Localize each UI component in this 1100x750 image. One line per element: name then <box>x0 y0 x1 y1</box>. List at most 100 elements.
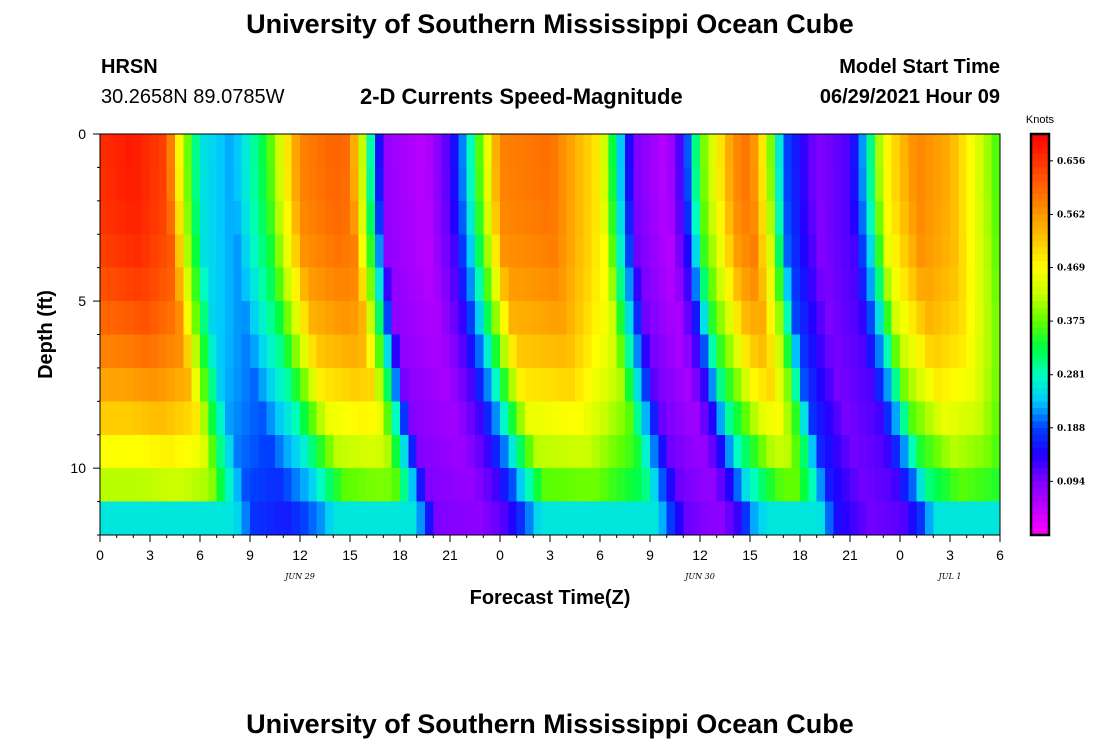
heatmap-cell <box>283 200 293 235</box>
colorbar-segment <box>1031 494 1049 503</box>
heatmap-cell <box>858 367 868 402</box>
heatmap-cell <box>316 367 326 402</box>
heatmap-cell <box>508 468 518 503</box>
heatmap-cell <box>708 468 718 503</box>
heatmap-cell <box>475 501 484 536</box>
heatmap-cell <box>141 367 151 402</box>
heatmap-cell <box>433 134 443 169</box>
heatmap-cell <box>708 401 718 436</box>
date-label: JUL 1 <box>937 572 962 581</box>
heatmap-cell <box>233 367 243 402</box>
footer-title: University of Southern Mississippi Ocean… <box>246 709 854 739</box>
heatmap-cell <box>691 301 701 336</box>
heatmap-cell <box>766 501 776 536</box>
heatmap-cell <box>725 134 734 169</box>
heatmap-cell <box>641 134 651 169</box>
heatmap-cell <box>416 167 426 202</box>
heatmap-cell <box>741 468 751 503</box>
heatmap-cell <box>750 468 759 503</box>
heatmap-cell <box>783 367 793 402</box>
heatmap-cell <box>758 434 768 469</box>
heatmap-cell <box>566 234 576 269</box>
heatmap-cell <box>591 200 601 235</box>
heatmap-cell <box>116 134 126 169</box>
heatmap-cell <box>591 468 601 503</box>
heatmap-cell <box>875 334 884 369</box>
heatmap-cell <box>758 334 768 369</box>
heatmap-cell <box>925 301 934 336</box>
colorbar-segment <box>1031 187 1049 195</box>
heatmap-cell <box>875 434 884 469</box>
heatmap-cell <box>633 501 643 536</box>
heatmap-cell <box>291 200 301 235</box>
heatmap-cell <box>683 501 693 536</box>
heatmap-cell <box>333 501 343 536</box>
heatmap-cell <box>483 367 493 402</box>
heatmap-cell <box>491 200 501 235</box>
heatmap-cell <box>941 334 951 369</box>
heatmap-cell <box>833 267 843 302</box>
heatmap-cell <box>175 501 184 536</box>
heatmap-cell <box>316 134 326 169</box>
heatmap-cell <box>291 234 301 269</box>
heatmap-cell <box>758 367 768 402</box>
heatmap-cell <box>575 234 584 269</box>
heatmap-cell <box>491 334 501 369</box>
heatmap-cell <box>416 134 426 169</box>
heatmap-cell <box>808 301 818 336</box>
heatmap-cell <box>116 267 126 302</box>
heatmap-cell <box>433 334 443 369</box>
heatmap-cell <box>883 501 893 536</box>
heatmap-cell <box>341 367 351 402</box>
y-tick-label: 0 <box>78 126 86 142</box>
heatmap-cell <box>566 401 576 436</box>
heatmap-cell <box>183 234 193 269</box>
heatmap-cell <box>200 234 209 269</box>
colorbar-segment <box>1031 374 1049 382</box>
heatmap-cell <box>816 267 826 302</box>
heatmap-cell <box>283 134 293 169</box>
colorbar-segment <box>1031 321 1049 329</box>
heatmap-cell <box>400 501 409 536</box>
heatmap-cell <box>108 200 118 235</box>
heatmap-cell <box>300 468 309 503</box>
heatmap-cell <box>308 434 318 469</box>
heatmap-cell <box>475 200 484 235</box>
heatmap-cell <box>825 301 834 336</box>
colorbar-units: Knots <box>1026 114 1055 126</box>
heatmap-cell <box>966 301 976 336</box>
heatmap-cell <box>766 267 776 302</box>
heatmap-cell <box>383 200 393 235</box>
heatmap-cell <box>500 234 509 269</box>
heatmap-cell <box>700 434 709 469</box>
heatmap-cell <box>475 134 484 169</box>
heatmap-cell <box>400 367 409 402</box>
heatmap-cell <box>966 434 976 469</box>
heatmap-cell <box>525 267 534 302</box>
heatmap-cell <box>908 134 918 169</box>
heatmap-cell <box>758 468 768 503</box>
heatmap-cell <box>800 334 809 369</box>
heatmap-cell <box>216 401 226 436</box>
heatmap-cell <box>233 434 243 469</box>
colorbar-segment <box>1031 347 1049 356</box>
heatmap-cell <box>141 267 151 302</box>
heatmap-cell <box>366 167 376 202</box>
heatmap-cell <box>791 334 801 369</box>
heatmap-cell <box>775 367 784 402</box>
heatmap-cell <box>183 367 193 402</box>
heatmap-cell <box>883 167 893 202</box>
heatmap-cell <box>600 501 609 536</box>
heatmap-cell <box>325 301 334 336</box>
heatmap-cell <box>800 301 809 336</box>
heatmap-cell <box>491 401 501 436</box>
heatmap-cell <box>850 468 859 503</box>
heatmap-cell <box>283 401 293 436</box>
heatmap-cell <box>466 367 476 402</box>
heatmap-cell <box>408 468 418 503</box>
heatmap-cell <box>516 334 526 369</box>
heatmap-cell <box>441 134 451 169</box>
heatmap-cell <box>875 468 884 503</box>
heatmap-cell <box>883 267 893 302</box>
colorbar-segment <box>1031 474 1049 483</box>
